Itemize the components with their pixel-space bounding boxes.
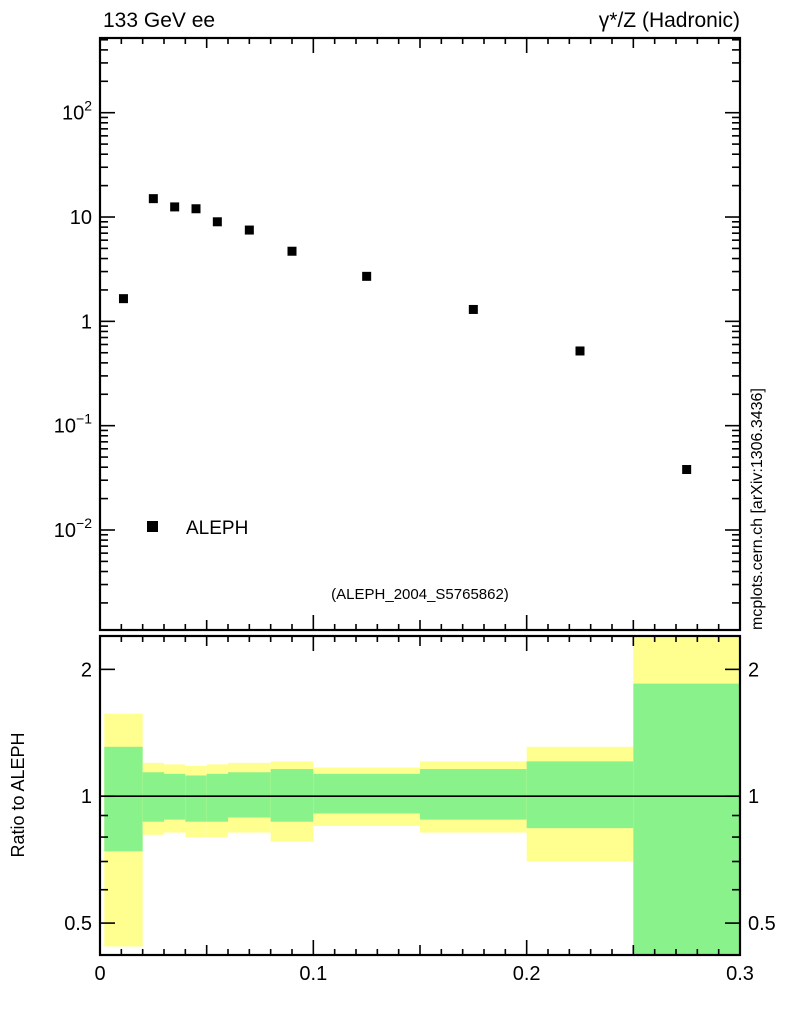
ratio-y-tick-label-right: 0.5 (748, 913, 776, 935)
data-point (170, 202, 180, 212)
ratio-y-tick-label-left: 1 (81, 786, 92, 808)
ratio-y-tick-label-right: 1 (748, 786, 759, 808)
title-process: γ*/Z (Hadronic) (599, 9, 740, 32)
x-tick-label: 0.3 (726, 963, 754, 985)
main-y-tick-label: 10−1 (54, 411, 92, 438)
ratio-y-tick-label-left: 0.5 (64, 913, 92, 935)
legend: ALEPH (147, 518, 248, 539)
main-y-tick-label: 10−2 (54, 515, 92, 542)
ratio-y-tick-label-right: 2 (748, 659, 759, 681)
ratio-band-green (526, 761, 634, 829)
data-point (118, 294, 128, 304)
main-data-layer (118, 194, 692, 475)
ratio-band-green (420, 769, 527, 820)
data-point (148, 194, 158, 204)
x-tick-label: 0.1 (299, 963, 327, 985)
watermark-vertical: mcplots.cern.ch [arXiv:1306.3436] (749, 388, 766, 630)
main-y-tick-label: 1 (81, 311, 92, 333)
axis-labels-layer: 0 0.1 0.2 0.3 102 10 1 10−1 10−2 0.5 0.5 1 1 2 2 (54, 98, 776, 985)
ratio-band-green (228, 772, 271, 818)
analysis-annotation: (ALEPH_2004_S5765862) (331, 586, 509, 603)
x-tick-label: 0.2 (513, 963, 541, 985)
data-point (682, 465, 692, 475)
ratio-panel-frame (98, 634, 742, 957)
data-point (575, 346, 585, 356)
ratio-band-green (206, 773, 228, 822)
main-panel-frame (98, 36, 742, 632)
main-y-tick-label: 10 (70, 207, 92, 229)
data-point (468, 304, 478, 314)
x-tick-label: 0 (94, 963, 105, 985)
ratio-band-green (270, 769, 314, 822)
data-point (212, 217, 222, 227)
data-point (244, 225, 254, 235)
data-point (287, 246, 297, 256)
ratio-band-green (313, 773, 420, 814)
data-point (362, 271, 372, 281)
title-beam-energy: 133 GeV ee (103, 9, 215, 32)
ratio-y-tick-label-left: 2 (81, 659, 92, 681)
ratio-axis-title: Ratio to ALEPH (8, 732, 28, 857)
data-point (191, 204, 201, 214)
legend-label: ALEPH (186, 518, 248, 539)
main-y-tick-label: 102 (62, 98, 92, 125)
legend-marker-icon (147, 521, 158, 532)
ratio-band-green (633, 683, 740, 955)
ratio-band-green (104, 746, 143, 852)
ratio-band-green (185, 775, 207, 822)
